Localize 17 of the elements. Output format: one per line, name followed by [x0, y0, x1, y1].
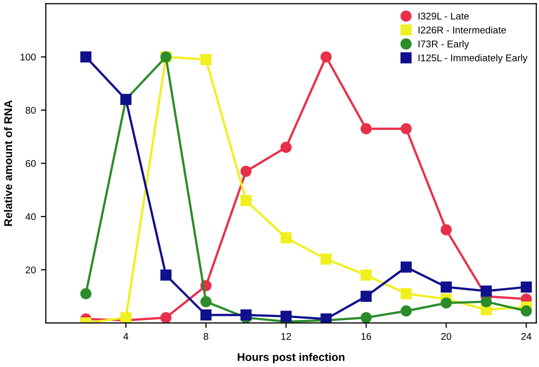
y-tick-label: 20: [26, 266, 36, 274]
y-tick-label: 80: [26, 106, 36, 114]
legend-label: I329L - Late: [418, 12, 469, 20]
y-tick-label: 100: [20, 54, 36, 61]
legend-label: I73R - Early: [418, 40, 470, 50]
legend-label: I226R - Intermediate: [418, 26, 506, 34]
x-tick-label: 8: [204, 332, 208, 340]
x-tick-label: 4: [123, 333, 128, 340]
x-tick-label: 20: [441, 332, 452, 340]
y-tick-label: 40: [26, 213, 36, 220]
x-tick-label: 12: [281, 332, 291, 340]
legend-label: I125L - Immediately Early: [418, 54, 528, 64]
y-tick-label: 60: [26, 160, 36, 167]
x-tick-label: 16: [361, 332, 372, 340]
x-axis-title: Hours post infection: [238, 352, 344, 364]
y-axis-title: Relative amount of RNA: [4, 100, 12, 226]
x-tick-label: 24: [521, 332, 532, 340]
